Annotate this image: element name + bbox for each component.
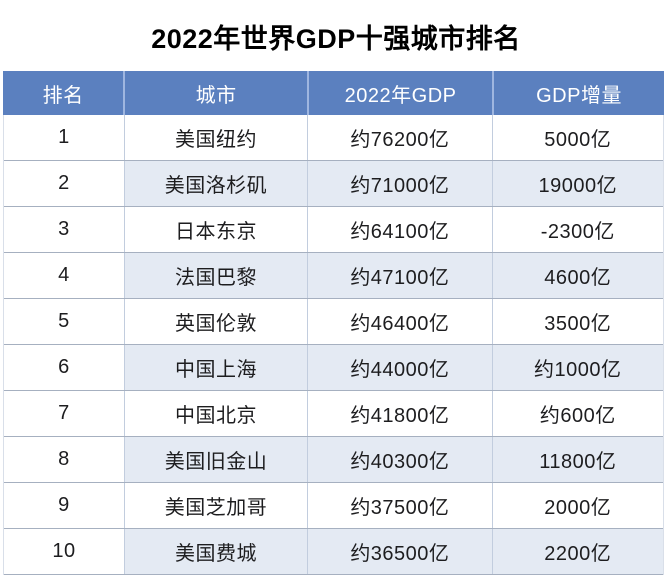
cell-city: 英国伦敦: [123, 299, 307, 344]
cell-gdp-2022: 约64100亿: [307, 207, 492, 252]
cell-city: 法国巴黎: [123, 253, 308, 298]
cell-city: 中国上海: [123, 345, 308, 390]
cell-rank: 8: [58, 448, 70, 470]
table-header-row: 排名 城市 2022年GDP GDP增量: [3, 71, 664, 115]
cell-gdp-increase: 2200亿: [491, 529, 663, 574]
cell-rank: 1: [58, 126, 70, 148]
cell-gdp-2022: 约71000亿: [307, 161, 492, 206]
cell-gdp-increase: 5000亿: [491, 115, 663, 160]
table-row: 1 美国纽约 约76200亿 5000亿: [4, 115, 663, 161]
cell-gdp-2022: 约36500亿: [307, 529, 492, 574]
cell-city: 日本东京: [123, 207, 307, 252]
cell-gdp-2022: 约37500亿: [307, 483, 492, 528]
cell-city: 美国旧金山: [123, 437, 308, 482]
cell-rank: 10: [52, 540, 76, 562]
cell-gdp-increase: 约600亿: [491, 391, 663, 436]
cell-city: 美国费城: [123, 529, 308, 574]
cell-gdp-increase: 19000亿: [491, 161, 663, 206]
cell-rank: 7: [58, 402, 70, 424]
table-row: 9 美国芝加哥 约37500亿 2000亿: [4, 483, 663, 529]
cell-city: 美国芝加哥: [123, 483, 307, 528]
cell-gdp-increase: 3500亿: [491, 299, 663, 344]
gdp-ranking-table: 排名 城市 2022年GDP GDP增量 1 美国纽约 约76200亿 5000…: [3, 71, 664, 575]
cell-gdp-2022: 约41800亿: [307, 391, 492, 436]
table-row: 3 日本东京 约64100亿 -2300亿: [4, 207, 663, 253]
column-header-city: 城市: [123, 71, 307, 115]
cell-rank: 4: [58, 264, 70, 286]
column-header-gdp-2022: 2022年GDP: [307, 71, 492, 115]
cell-city: 美国纽约: [123, 115, 307, 160]
table-row: 4 法国巴黎 约47100亿 4600亿: [4, 253, 663, 299]
cell-gdp-2022: 约76200亿: [307, 115, 492, 160]
cell-city: 美国洛杉矶: [123, 161, 308, 206]
cell-rank: 3: [58, 218, 70, 240]
table-row: 2 美国洛杉矶 约71000亿 19000亿: [4, 161, 663, 207]
cell-gdp-2022: 约46400亿: [307, 299, 492, 344]
cell-rank: 2: [58, 172, 70, 194]
cell-rank: 9: [58, 494, 70, 516]
cell-gdp-2022: 约47100亿: [307, 253, 492, 298]
column-header-rank: 排名: [42, 84, 84, 107]
table-row: 7 中国北京 约41800亿 约600亿: [4, 391, 663, 437]
cell-rank: 5: [58, 310, 70, 332]
cell-rank: 6: [58, 356, 70, 378]
cell-gdp-2022: 约40300亿: [307, 437, 492, 482]
cell-gdp-increase: 约1000亿: [491, 345, 663, 390]
page-title: 2022年世界GDP十强城市排名: [151, 24, 521, 54]
cell-city: 中国北京: [123, 391, 307, 436]
cell-gdp-2022: 约44000亿: [307, 345, 492, 390]
cell-gdp-increase: 4600亿: [491, 253, 663, 298]
cell-gdp-increase: 11800亿: [491, 437, 663, 482]
table-row: 10 美国费城 约36500亿 2200亿: [4, 529, 663, 575]
cell-gdp-increase: 2000亿: [491, 483, 663, 528]
column-header-gdp-increase: GDP增量: [492, 71, 664, 115]
table-row: 5 英国伦敦 约46400亿 3500亿: [4, 299, 663, 345]
table-row: 6 中国上海 约44000亿 约1000亿: [4, 345, 663, 391]
table-row: 8 美国旧金山 约40300亿 11800亿: [4, 437, 663, 483]
table-body: 1 美国纽约 约76200亿 5000亿 2 美国洛杉矶 约71000亿 190…: [3, 115, 664, 575]
cell-gdp-increase: -2300亿: [491, 207, 663, 252]
